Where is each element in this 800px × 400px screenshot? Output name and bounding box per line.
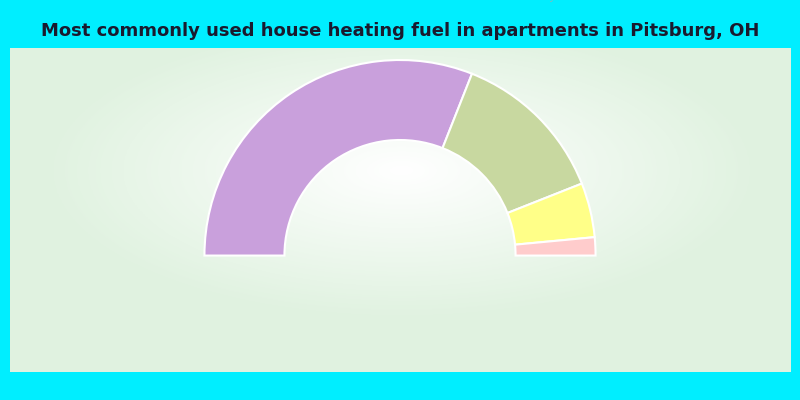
- Text: Most commonly used house heating fuel in apartments in Pitsburg, OH: Most commonly used house heating fuel in…: [41, 22, 759, 40]
- Wedge shape: [507, 184, 594, 245]
- Wedge shape: [515, 237, 595, 256]
- Wedge shape: [442, 74, 582, 213]
- Text: City-Data.com: City-Data.com: [536, 0, 610, 2]
- Wedge shape: [205, 60, 472, 256]
